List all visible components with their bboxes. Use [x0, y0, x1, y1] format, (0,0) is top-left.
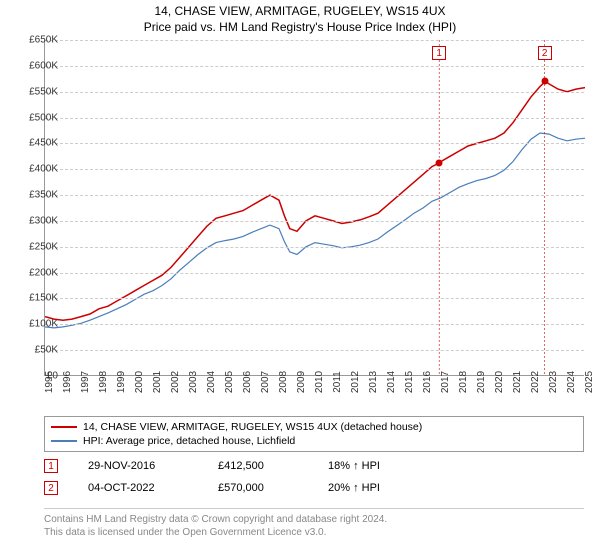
- legend-item: 14, CHASE VIEW, ARMITAGE, RUGELEY, WS15 …: [51, 420, 577, 434]
- x-axis-label: 2004: [206, 371, 217, 393]
- x-axis-label: 2000: [134, 371, 145, 393]
- chart-container: 14, CHASE VIEW, ARMITAGE, RUGELEY, WS15 …: [0, 0, 600, 560]
- gridline-h: [45, 298, 584, 299]
- y-axis-label: £150K: [29, 293, 58, 304]
- sale-delta: 20% ↑ HPI: [328, 482, 380, 494]
- y-axis-label: £100K: [29, 319, 58, 330]
- sale-dot: [541, 78, 548, 85]
- sale-row: 2 04-OCT-2022 £570,000 20% ↑ HPI: [44, 477, 380, 499]
- y-axis-label: £400K: [29, 164, 58, 175]
- sales-table: 1 29-NOV-2016 £412,500 18% ↑ HPI 2 04-OC…: [44, 455, 380, 499]
- x-axis-label: 2001: [152, 371, 163, 393]
- x-axis-label: 1999: [116, 371, 127, 393]
- gridline-h: [45, 40, 584, 41]
- x-axis-label: 1998: [98, 371, 109, 393]
- marker-number-box: 2: [538, 46, 552, 60]
- sale-dot: [436, 159, 443, 166]
- gridline-h: [45, 118, 584, 119]
- gridline-h: [45, 350, 584, 351]
- title-block: 14, CHASE VIEW, ARMITAGE, RUGELEY, WS15 …: [0, 0, 600, 36]
- x-axis-label: 2019: [476, 371, 487, 393]
- x-axis-label: 2021: [512, 371, 523, 393]
- gridline-h: [45, 247, 584, 248]
- legend-swatch: [51, 440, 77, 442]
- x-axis-label: 2020: [494, 371, 505, 393]
- x-axis-label: 2011: [332, 371, 343, 393]
- gridline-h: [45, 66, 584, 67]
- x-axis-label: 2003: [188, 371, 199, 393]
- gridline-h: [45, 143, 584, 144]
- y-axis-label: £200K: [29, 267, 58, 278]
- x-axis-label: 2009: [296, 371, 307, 393]
- x-axis-label: 2018: [458, 371, 469, 393]
- gridline-h: [45, 195, 584, 196]
- footer-attribution: Contains HM Land Registry data © Crown c…: [44, 508, 584, 539]
- x-axis-label: 1995: [44, 371, 55, 393]
- x-axis-label: 1996: [62, 371, 73, 393]
- legend-box: 14, CHASE VIEW, ARMITAGE, RUGELEY, WS15 …: [44, 416, 584, 452]
- marker-number-box: 1: [432, 46, 446, 60]
- chart-plot-area: 12: [44, 40, 584, 376]
- x-axis-label: 2023: [548, 371, 559, 393]
- chart-subtitle: Price paid vs. HM Land Registry's House …: [0, 20, 600, 34]
- y-axis-label: £50K: [35, 345, 58, 356]
- y-axis-label: £550K: [29, 86, 58, 97]
- gridline-h: [45, 273, 584, 274]
- x-axis-label: 2007: [260, 371, 271, 393]
- x-axis-label: 2022: [530, 371, 541, 393]
- x-axis-label: 2017: [440, 371, 451, 393]
- legend-label: 14, CHASE VIEW, ARMITAGE, RUGELEY, WS15 …: [83, 421, 422, 433]
- x-axis-label: 2002: [170, 371, 181, 393]
- x-axis-label: 2016: [422, 371, 433, 393]
- chart-lines-svg: [45, 40, 585, 376]
- legend-label: HPI: Average price, detached house, Lich…: [83, 435, 295, 447]
- y-axis-label: £300K: [29, 215, 58, 226]
- gridline-h: [45, 169, 584, 170]
- x-axis-label: 2008: [278, 371, 289, 393]
- x-axis-label: 2010: [314, 371, 325, 393]
- footer-line: Contains HM Land Registry data © Crown c…: [44, 513, 584, 526]
- sale-marker-box: 2: [44, 481, 58, 495]
- y-axis-label: £250K: [29, 241, 58, 252]
- x-axis-label: 1997: [80, 371, 91, 393]
- x-axis-label: 2005: [224, 371, 235, 393]
- x-axis-label: 2015: [404, 371, 415, 393]
- y-axis-label: £650K: [29, 35, 58, 46]
- legend-swatch: [51, 426, 77, 428]
- x-axis-label: 2024: [566, 371, 577, 393]
- gridline-h: [45, 324, 584, 325]
- sale-price: £570,000: [218, 482, 298, 494]
- sale-row: 1 29-NOV-2016 £412,500 18% ↑ HPI: [44, 455, 380, 477]
- sale-price: £412,500: [218, 460, 298, 472]
- sale-date: 29-NOV-2016: [88, 460, 188, 472]
- sale-date: 04-OCT-2022: [88, 482, 188, 494]
- footer-line: This data is licensed under the Open Gov…: [44, 526, 584, 539]
- x-axis-label: 2012: [350, 371, 361, 393]
- chart-title: 14, CHASE VIEW, ARMITAGE, RUGELEY, WS15 …: [0, 4, 600, 18]
- y-axis-label: £350K: [29, 190, 58, 201]
- sale-marker-box: 1: [44, 459, 58, 473]
- legend-item: HPI: Average price, detached house, Lich…: [51, 434, 577, 448]
- sale-delta: 18% ↑ HPI: [328, 460, 380, 472]
- gridline-h: [45, 92, 584, 93]
- x-axis-label: 2013: [368, 371, 379, 393]
- y-axis-label: £500K: [29, 112, 58, 123]
- gridline-h: [45, 221, 584, 222]
- y-axis-label: £450K: [29, 138, 58, 149]
- x-axis-label: 2025: [584, 371, 595, 393]
- y-axis-label: £600K: [29, 60, 58, 71]
- x-axis-label: 2014: [386, 371, 397, 393]
- x-axis-label: 2006: [242, 371, 253, 393]
